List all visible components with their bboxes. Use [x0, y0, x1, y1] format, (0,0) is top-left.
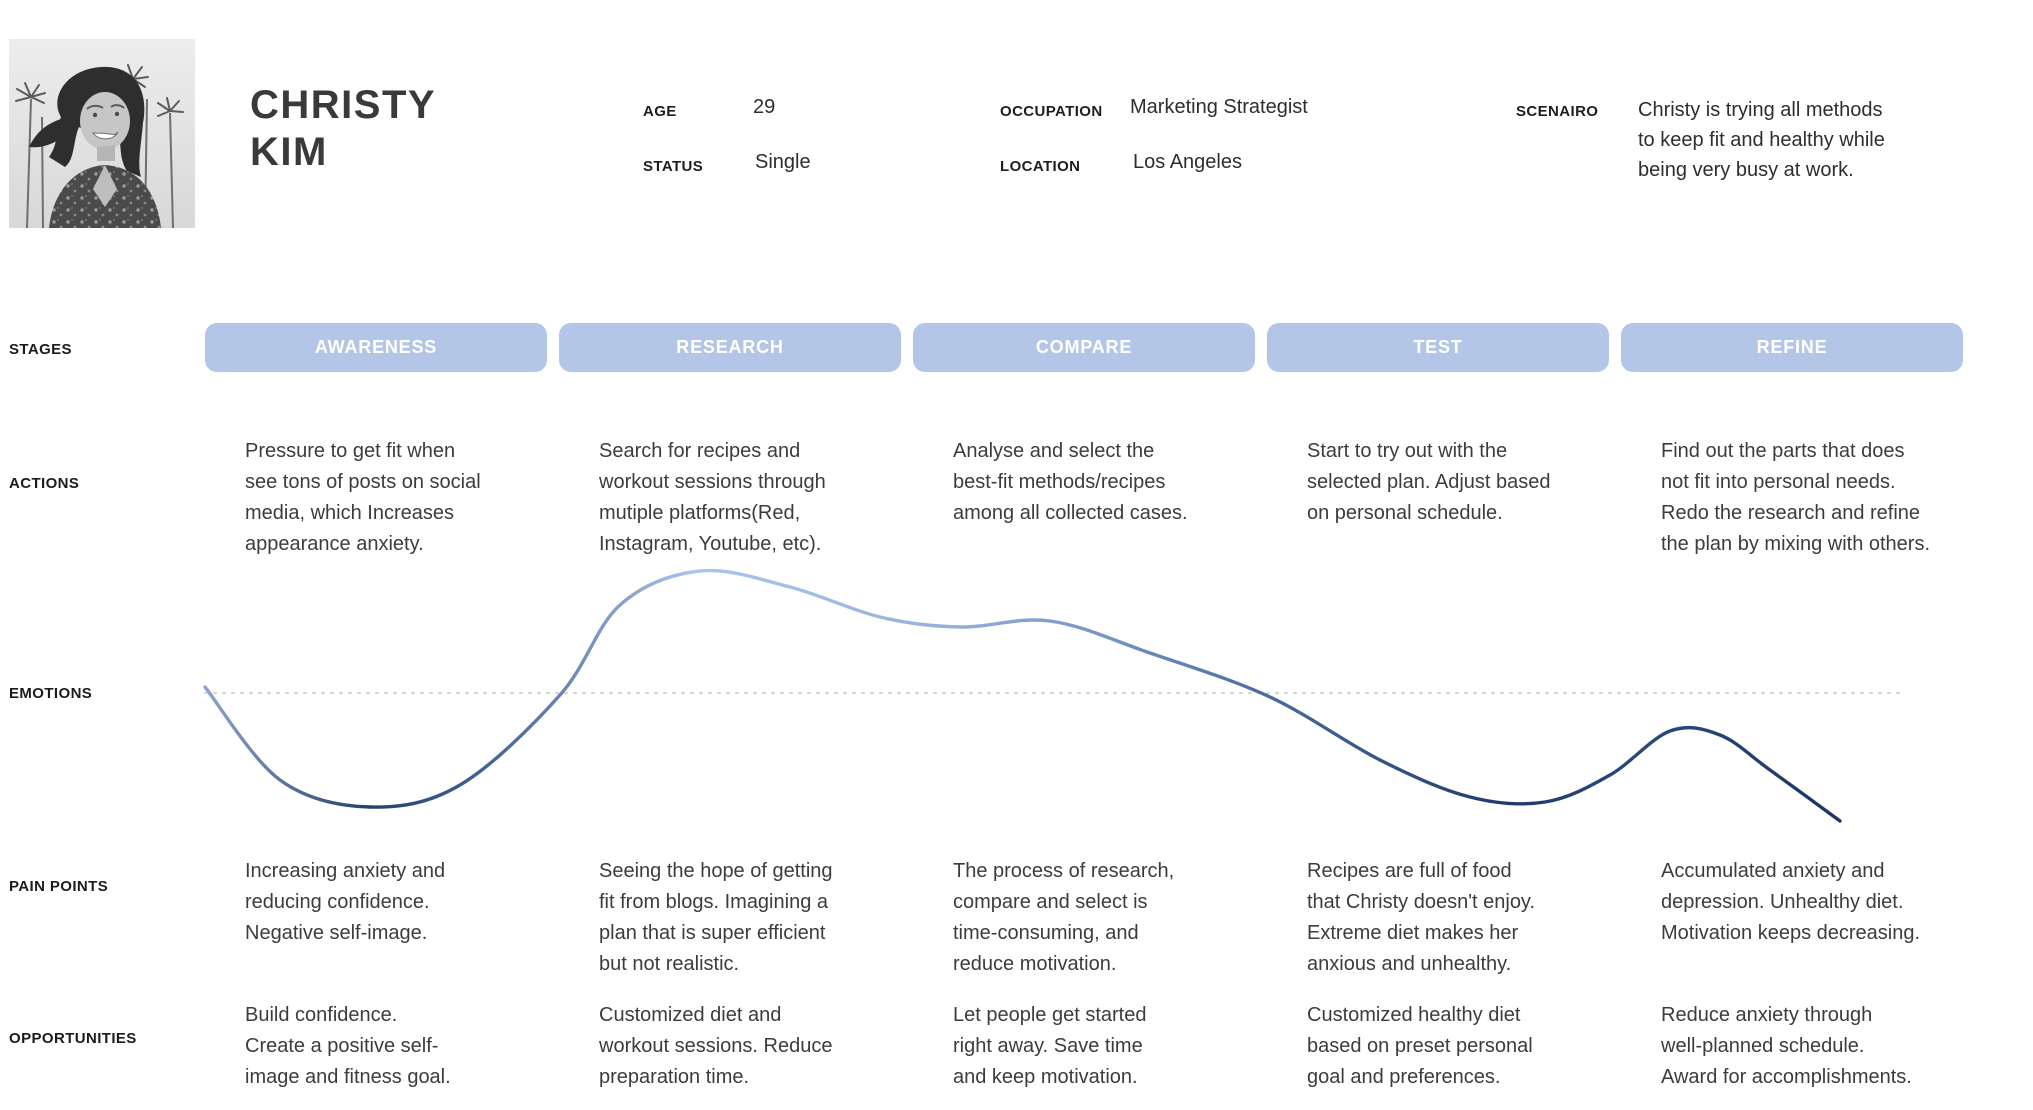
scenario-label: SCENAIRO — [1516, 103, 1599, 120]
pain-point-cell-compare: The process of research, compare and sel… — [953, 860, 1175, 975]
opportunity-cell-test: Customized healthy diet based on preset … — [1307, 1004, 1533, 1088]
persona-name: CHRISTY KIM — [250, 82, 436, 176]
scenario-text: Christy is trying all methods to keep fi… — [1638, 99, 1885, 181]
stage-pill-research: RESEARCH — [559, 323, 901, 372]
location-value: Los Angeles — [1133, 151, 1242, 173]
opportunity-cell-compare: Let people get started right away. Save … — [953, 1004, 1147, 1088]
stage-pill-test: TEST — [1267, 323, 1609, 372]
stage-pill-awareness: AWARENESS — [205, 323, 547, 372]
persona-photo — [9, 39, 195, 228]
status-label: STATUS — [643, 158, 704, 175]
opportunity-cell-refine: Reduce anxiety through well-planned sche… — [1661, 1004, 1912, 1088]
persona-last-name: KIM — [250, 130, 328, 174]
persona-photo-illustration — [9, 39, 195, 228]
persona-first-name: CHRISTY — [250, 83, 437, 127]
action-cell-research: Search for recipes and workout sessions … — [599, 440, 826, 555]
opportunity-cell-research: Customized diet and workout sessions. Re… — [599, 1004, 833, 1088]
opportunity-cell-awareness: Build confidence. Create a positive self… — [245, 1004, 451, 1088]
action-cell-test: Start to try out with the selected plan.… — [1307, 440, 1551, 524]
opportunities-row-label: OPPORTUNITIES — [9, 1030, 137, 1047]
emotion-curve-path — [203, 568, 1842, 823]
stages-row-label: STAGES — [9, 341, 72, 358]
pain-point-cell-refine: Accumulated anxiety and depression. Unhe… — [1661, 860, 1921, 944]
pain-point-cell-research: Seeing the hope of getting fit from blog… — [599, 860, 833, 975]
emotions-row-label: EMOTIONS — [9, 685, 93, 702]
pain-point-cell-awareness: Increasing anxiety and reducing confiden… — [245, 860, 446, 944]
occupation-label: OCCUPATION — [1000, 103, 1103, 120]
pain-points-row-label: PAIN POINTS — [9, 878, 109, 895]
pain-point-cell-test: Recipes are full of food that Christy do… — [1307, 860, 1536, 975]
location-label: LOCATION — [1000, 158, 1081, 175]
action-cell-awareness: Pressure to get fit when see tons of pos… — [245, 440, 481, 555]
action-cell-compare: Analyse and select the best-fit methods/… — [953, 440, 1188, 524]
status-value: Single — [755, 151, 811, 173]
actions-row-label: ACTIONS — [9, 475, 80, 492]
age-value: 29 — [753, 96, 776, 118]
occupation-value: Marketing Strategist — [1130, 96, 1308, 118]
action-cell-refine: Find out the parts that does not fit int… — [1661, 440, 1931, 555]
stage-pill-compare: COMPARE — [913, 323, 1255, 372]
stage-pill-refine: REFINE — [1621, 323, 1963, 372]
emotion-curve-chart — [203, 568, 1900, 823]
age-label: AGE — [643, 103, 677, 120]
